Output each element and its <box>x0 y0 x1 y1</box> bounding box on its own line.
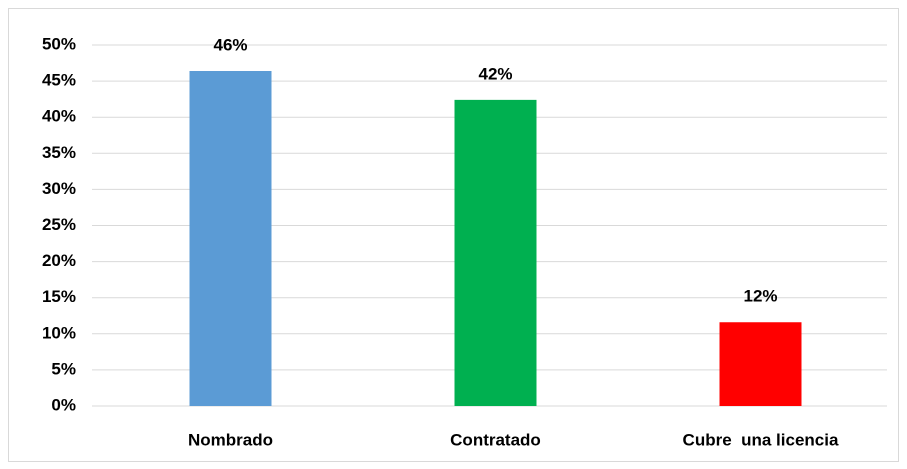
y-tick-label: 10% <box>42 323 76 342</box>
x-tick-label: Nombrado <box>188 430 273 449</box>
value-label: 12% <box>743 287 777 306</box>
bar <box>719 322 802 406</box>
y-tick-label: 5% <box>51 359 76 378</box>
y-tick-label: 0% <box>51 395 76 414</box>
value-label: 42% <box>478 64 512 83</box>
bar <box>454 99 537 406</box>
value-label: 46% <box>213 35 247 54</box>
y-tick-label: 45% <box>42 71 76 90</box>
x-tick-label: Cubre una licencia <box>683 430 839 449</box>
y-tick-label: 40% <box>42 107 76 126</box>
y-tick-label: 15% <box>42 287 76 306</box>
y-tick-label: 35% <box>42 143 76 162</box>
bar <box>189 70 272 406</box>
y-tick-label: 25% <box>42 215 76 234</box>
y-tick-label: 50% <box>42 34 76 53</box>
y-tick-label: 20% <box>42 251 76 270</box>
y-tick-label: 30% <box>42 179 76 198</box>
x-tick-label: Contratado <box>450 430 541 449</box>
